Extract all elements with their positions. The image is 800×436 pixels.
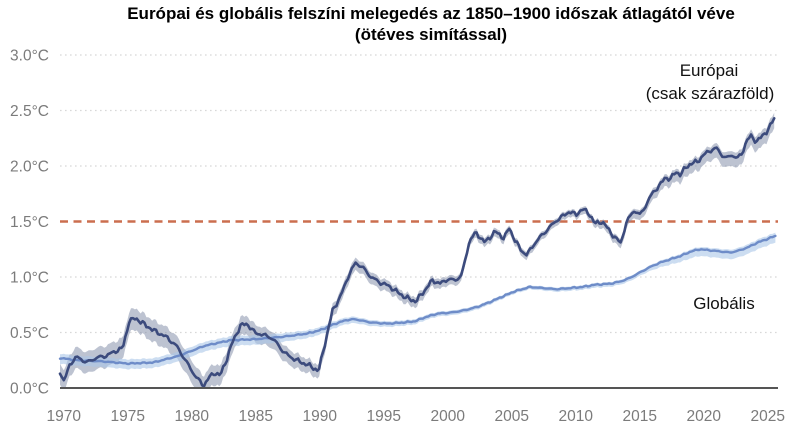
- chart-title-line1: Európai és globális felszíni melegedés a…: [127, 4, 735, 23]
- chart-title: Európai és globális felszíni melegedés a…: [127, 3, 735, 45]
- x-tick-label-2005: 2005: [495, 408, 529, 425]
- y-tick-label-0.0°C: 0.0°C: [10, 381, 49, 398]
- x-tick-label-2015: 2015: [623, 408, 657, 425]
- x-axis-tick-labels: 1970 1975 1980 1985 1990 1995 2000 2005 2010 2015…: [47, 408, 785, 425]
- x-tick-label-2020: 2020: [687, 408, 722, 425]
- y-tick-label-0.5°C: 0.5°C: [10, 325, 49, 342]
- x-tick-label-1995: 1995: [367, 408, 401, 425]
- chart-title-line2: (ötéves simítással): [354, 25, 508, 44]
- global-series-label: Globális: [693, 294, 754, 313]
- europe-series-label-line1: Európai: [680, 61, 739, 80]
- y-tick-label-2.0°C: 2.0°C: [10, 159, 49, 176]
- global-series-line: [58, 234, 777, 366]
- y-tick-label-2.5°C: 2.5°C: [10, 103, 49, 120]
- europe-series-label-line2: (csak szárazföld): [646, 84, 774, 103]
- europe-series-line: [58, 117, 776, 388]
- x-tick-label-2010: 2010: [559, 408, 594, 425]
- y-tick-label-3.0°C: 3.0°C: [10, 48, 49, 65]
- x-tick-label-1970: 1970: [47, 408, 82, 425]
- y-tick-label-1.5°C: 1.5°C: [10, 214, 49, 231]
- y-tick-label-1.0°C: 1.0°C: [10, 270, 49, 287]
- x-tick-label-1990: 1990: [303, 408, 338, 425]
- x-tick-label-2000: 2000: [431, 408, 466, 425]
- europe-uncertainty-band: [60, 112, 775, 388]
- x-tick-label-1980: 1980: [175, 408, 210, 425]
- y-axis-tick-labels: 3.0°C 2.5°C 2.0°C 1.5°C 1.0°C 0.5°C 0.0°C: [10, 48, 49, 398]
- x-tick-label-1985: 1985: [239, 408, 273, 425]
- x-tick-label-1975: 1975: [111, 408, 145, 425]
- x-tick-label-2025: 2025: [751, 408, 785, 425]
